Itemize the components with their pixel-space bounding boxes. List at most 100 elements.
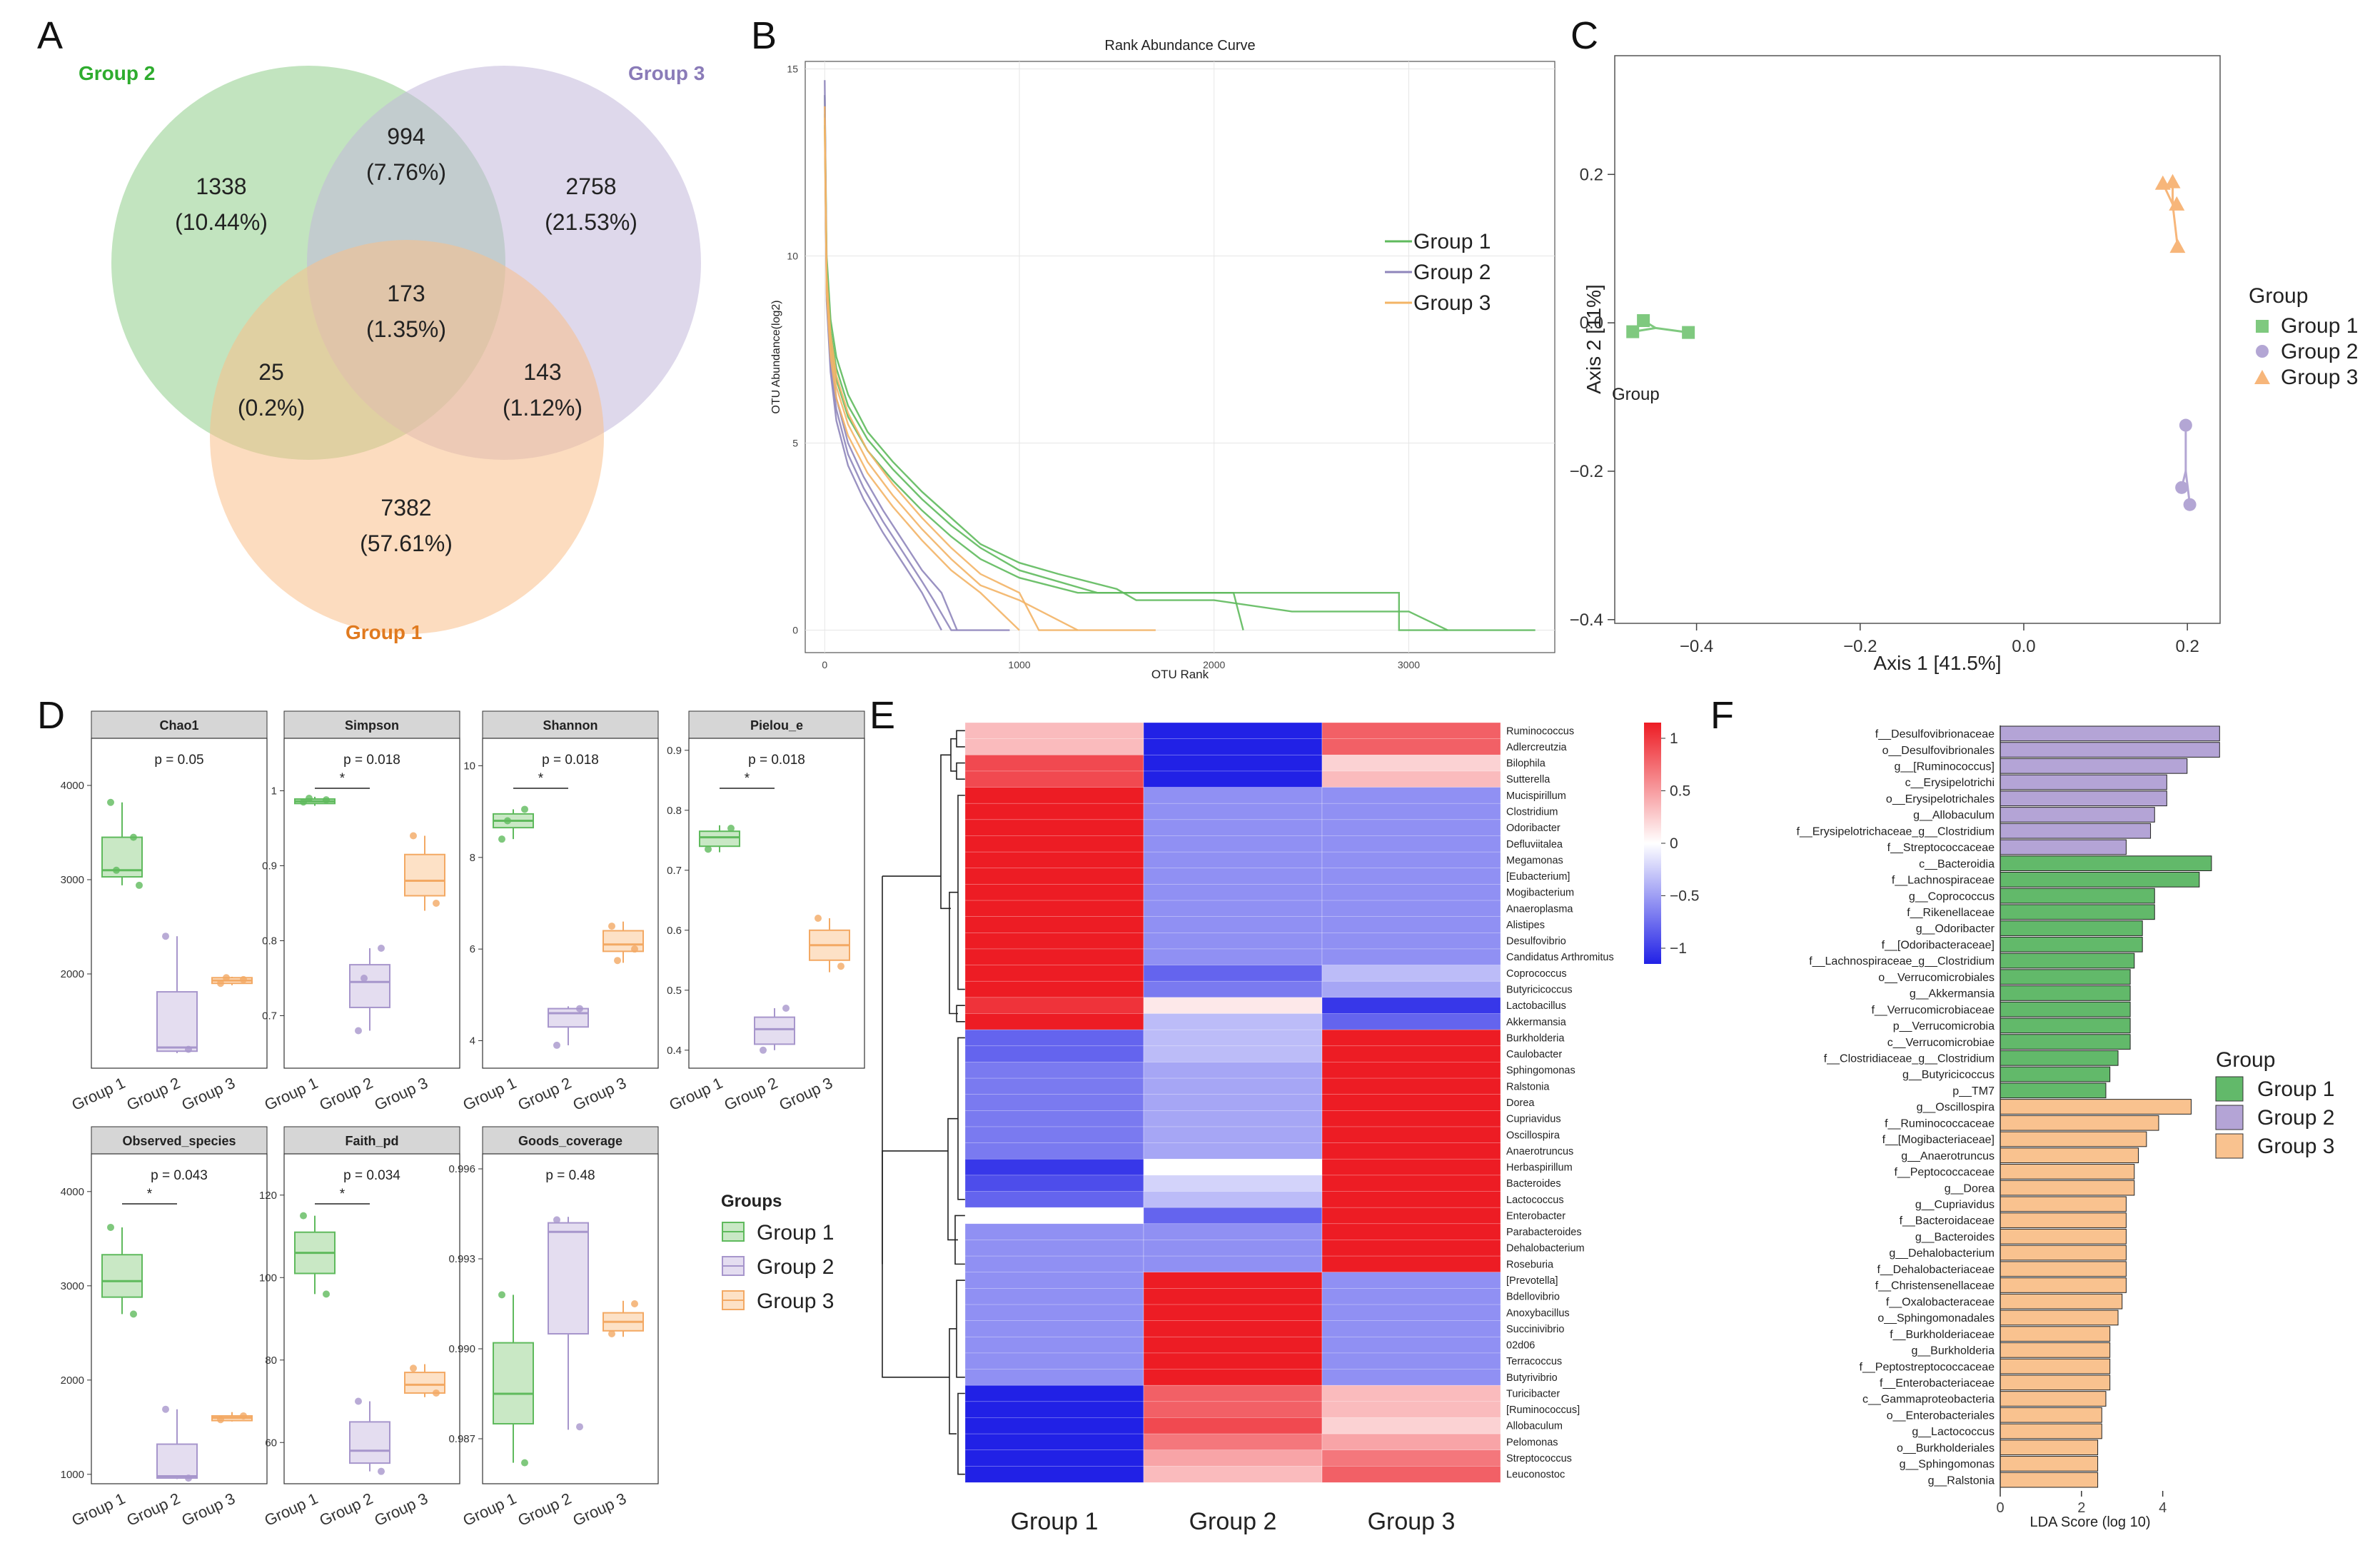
heatmap-cell	[964, 770, 1144, 788]
facet-xtick-label: Group 3	[178, 1489, 238, 1529]
heatmap-row-label: [Prevotella]	[1506, 1275, 1558, 1287]
lda-bar	[2000, 1050, 2119, 1066]
venn-count-g1-g3: 143	[523, 359, 561, 385]
lda-bar-label: g__Oscillospira	[1917, 1102, 1995, 1114]
rank-legend: Group 1 Group 2 Group 3	[1385, 230, 1491, 315]
lda-bar-label: g__Coprococcus	[1909, 890, 1995, 903]
heatmap-cell	[1321, 900, 1501, 918]
lda-bar-label: f__Rikenellaceae	[1907, 907, 1995, 919]
heatmap-cell	[1321, 1175, 1501, 1192]
rank-abundance-chart: 0 1000 2000 3000 0 5 10 15 Rank Abundance Curve…	[770, 38, 1555, 681]
heatmap-row-label: Streptococcus	[1506, 1453, 1572, 1464]
heatmap-cell	[964, 803, 1144, 820]
heatmap-cell	[1143, 1272, 1323, 1289]
heatmap-cell	[1321, 787, 1501, 804]
heatmap-row-label: Anaerotruncus	[1506, 1146, 1573, 1157]
facet-ytick-label: 8	[470, 852, 475, 864]
box-iqr	[404, 853, 445, 897]
venn-count-all: 173	[387, 281, 425, 306]
facet-title: Shannon	[543, 718, 598, 733]
lda-bar-label: g__Odoribacter	[1916, 923, 1995, 935]
significance-star: *	[340, 1187, 346, 1202]
facet-xtick-label: Group 2	[123, 1489, 183, 1529]
heatmap-row-label: Ruminococcus	[1506, 725, 1574, 737]
lda-bar	[2000, 839, 2127, 855]
facet-ytick-label: 3000	[61, 874, 84, 886]
heatmap-cell	[1321, 1384, 1501, 1402]
heatmap-row-label: Akkermansia	[1506, 1017, 1567, 1028]
lda-bar-label: f__Lachnospiraceae_g__Clostridium	[1809, 955, 1995, 968]
lda-bar-label: g__Butyricicoccus	[1902, 1069, 1995, 1081]
rank-xtick-label: 3000	[1398, 659, 1420, 670]
heatmap-cell	[1321, 1142, 1501, 1160]
box-point	[136, 881, 143, 889]
rank-xtick-label: 2000	[1203, 659, 1225, 670]
facet-xtick-label: Group 3	[570, 1074, 629, 1114]
box-point	[107, 1223, 114, 1231]
lda-bar-label: g__Burkholderia	[1911, 1345, 1995, 1357]
box-point	[306, 795, 313, 802]
panel-label-c: C	[1570, 14, 1598, 57]
heatmap-cell	[1321, 1336, 1501, 1354]
facet-pvalue: p = 0.034	[343, 1168, 400, 1183]
box-point	[727, 825, 735, 832]
lda-bar	[2000, 790, 2167, 807]
lda-bar	[2000, 1066, 2111, 1082]
heatmap-cell	[964, 738, 1144, 755]
heatmap-cell	[964, 1013, 1144, 1030]
pcoa-xtick-label: 0.0	[2012, 637, 2035, 656]
box-point	[705, 845, 712, 853]
heatmap-row-label: Oscillospira	[1506, 1130, 1560, 1141]
heatmap-cell	[1143, 1433, 1323, 1451]
rank-curves	[824, 80, 1536, 631]
lda-bar-label: f__Bacteroidaceae	[1900, 1215, 1995, 1227]
facet-xtick-label: Group 3	[178, 1074, 238, 1114]
heatmap-cell	[1321, 884, 1501, 901]
rank-curve-group3	[824, 129, 1020, 631]
lda-bar-label: g__Anaerotruncus	[1901, 1150, 1995, 1162]
heatmap-cell	[964, 1304, 1144, 1322]
facet-pvalue: p = 0.05	[154, 753, 203, 768]
venn-count-g3-only: 2758	[565, 174, 616, 199]
heatmap-cell	[1321, 868, 1501, 885]
facet-ytick-label: 80	[265, 1355, 277, 1367]
heatmap-row-label: Adlercreutzia	[1506, 742, 1568, 753]
heatmap-cell	[1143, 1401, 1323, 1419]
boxplot-legend-label-group1: Group 1	[757, 1221, 834, 1245]
facet-ytick-label: 0.987	[448, 1433, 475, 1445]
lda-bar-label: o__Enterobacteriales	[1887, 1409, 1995, 1422]
pcoa-legend: Group Group 1 Group 2 Group 3	[2249, 284, 2358, 389]
heatmap-row-label: Coprococcus	[1506, 968, 1567, 980]
facet-pvalue: p = 0.043	[151, 1168, 208, 1183]
heatmap-cell	[1321, 1304, 1501, 1322]
colorbar-tick-label: −1	[1670, 940, 1687, 957]
heatmap-row-label: Desulfovibrio	[1506, 936, 1566, 948]
heatmap-row-label: Lactococcus	[1506, 1195, 1564, 1206]
heatmap-cell	[964, 1126, 1144, 1144]
lda-bar	[2000, 1358, 2111, 1374]
box-point	[300, 1212, 307, 1220]
facet-ytick-label: 0.8	[667, 805, 682, 817]
lda-bar-label: p__Verrucomicrobia	[1893, 1020, 1995, 1032]
heatmap-cell	[1143, 1045, 1323, 1063]
heatmap-cell	[1321, 916, 1501, 933]
dendrogram-branch	[882, 1150, 948, 1378]
lda-xlabel: LDA Score (log 10)	[2030, 1514, 2151, 1530]
lda-bar-label: o__Desulfovibrionales	[1882, 745, 1995, 757]
heatmap-cell	[964, 1207, 1144, 1225]
facet-panel	[283, 738, 460, 1069]
lda-legend-swatch-group2	[2215, 1105, 2244, 1130]
facet-strip	[482, 710, 659, 739]
box-point	[504, 817, 511, 825]
panel-label-e: E	[869, 694, 895, 737]
lda-bar	[2000, 1326, 2111, 1342]
lda-bar-label: f__Oxalobacteraceae	[1886, 1296, 1995, 1308]
pcoa-legend-swatch-group1	[2256, 320, 2269, 333]
lda-bar	[2000, 1407, 2102, 1423]
facet-ytick-label: 0.6	[667, 925, 682, 937]
lda-xtick-label: 2	[2077, 1500, 2085, 1516]
heatmap-cell	[1321, 1062, 1501, 1079]
heatmap-cell	[964, 1255, 1144, 1273]
heatmap-cell	[1143, 1352, 1323, 1370]
